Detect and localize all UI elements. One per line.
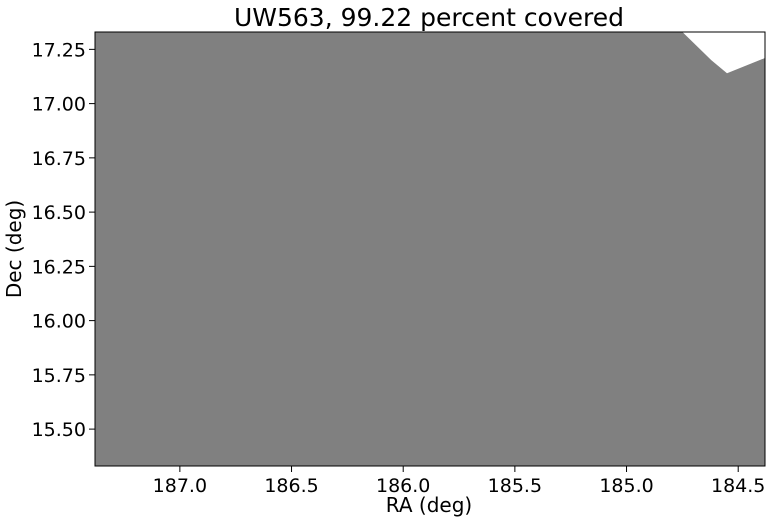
x-tick-label: 185.0 (599, 475, 653, 497)
chart-title: UW563, 99.22 percent covered (234, 3, 624, 32)
x-tick-label: 186.0 (376, 475, 430, 497)
x-tick-label: 185.5 (488, 475, 542, 497)
y-tick-label: 16.75 (32, 148, 86, 170)
x-axis: 187.0 186.5 186.0 185.5 185.0 184.5 (153, 466, 765, 497)
y-tick-label: 15.75 (32, 365, 86, 387)
plot-area (94, 31, 766, 467)
plot-frame (94, 31, 766, 467)
x-axis-label: RA (deg) (386, 493, 472, 517)
y-tick-label: 17.25 (32, 39, 86, 61)
x-tick-label: 184.5 (711, 475, 765, 497)
coverage-fill (95, 32, 765, 466)
y-axis: 15.50 15.75 16.00 16.25 16.50 16.75 17.00 17.25 (32, 39, 95, 441)
x-tick-label: 186.5 (264, 475, 318, 497)
y-tick-label: 16.25 (32, 256, 86, 278)
y-tick-label: 15.50 (32, 419, 86, 441)
x-tick-label: 187.0 (153, 475, 207, 497)
y-tick-label: 16.00 (32, 311, 86, 333)
y-axis-label: Dec (deg) (2, 200, 26, 298)
y-tick-label: 17.00 (32, 94, 86, 116)
uncovered-region (682, 32, 765, 74)
y-tick-label: 16.50 (32, 202, 86, 224)
